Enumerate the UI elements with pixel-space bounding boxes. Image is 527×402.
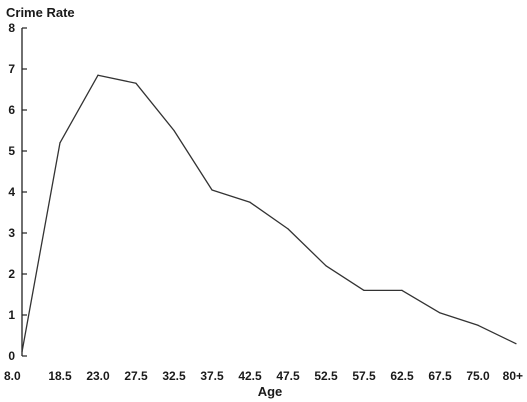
data-point	[477, 324, 479, 326]
data-point	[287, 228, 289, 230]
y-axis-title: Crime Rate	[6, 5, 75, 20]
x-axis-ticks: 8.0 18.5 23.0 27.5 32.5 37.5 42.5 47.5 52.5 57.5 6…	[4, 369, 523, 383]
data-point	[363, 289, 365, 291]
y-tick-label: 1	[8, 308, 15, 322]
x-tick-label: 67.5	[428, 369, 452, 383]
y-tick-label: 0	[8, 349, 15, 363]
x-tick-label: 75.0	[466, 369, 490, 383]
data-point	[401, 289, 403, 291]
x-tick-label: 62.5	[390, 369, 414, 383]
y-tick-label: 5	[8, 144, 15, 158]
x-tick-label: 37.5	[200, 369, 224, 383]
data-point	[59, 142, 61, 144]
x-tick-label: 27.5	[124, 369, 148, 383]
data-point	[439, 312, 441, 314]
data-point	[249, 201, 251, 203]
x-tick-label: 8.0	[4, 369, 21, 383]
data-point	[211, 189, 213, 191]
series-layer	[21, 74, 517, 353]
x-tick-label: 23.0	[86, 369, 110, 383]
data-point	[325, 265, 327, 267]
series-line	[21, 74, 517, 353]
y-tick-label: 6	[8, 103, 15, 117]
y-tick-label: 4	[8, 185, 15, 199]
data-point	[21, 351, 23, 353]
y-tick-label: 3	[8, 226, 15, 240]
y-tick-label: 2	[8, 267, 15, 281]
x-axis-title: Age	[258, 384, 283, 399]
x-tick-label: 52.5	[314, 369, 338, 383]
data-point	[173, 129, 175, 132]
y-tick-label: 8	[8, 21, 15, 35]
data-point	[135, 82, 137, 84]
x-tick-label: 18.5	[48, 369, 72, 383]
y-tick-label: 7	[8, 62, 15, 76]
x-tick-label: 32.5	[162, 369, 186, 383]
x-tick-label: 42.5	[238, 369, 262, 383]
data-point	[97, 74, 99, 76]
y-axis-ticks: 0 1 2 3 4 5 6 7 8	[8, 21, 27, 363]
x-tick-label: 47.5	[276, 369, 300, 383]
data-point	[515, 343, 517, 345]
x-tick-label: 80+	[503, 369, 523, 383]
x-tick-label: 57.5	[352, 369, 376, 383]
